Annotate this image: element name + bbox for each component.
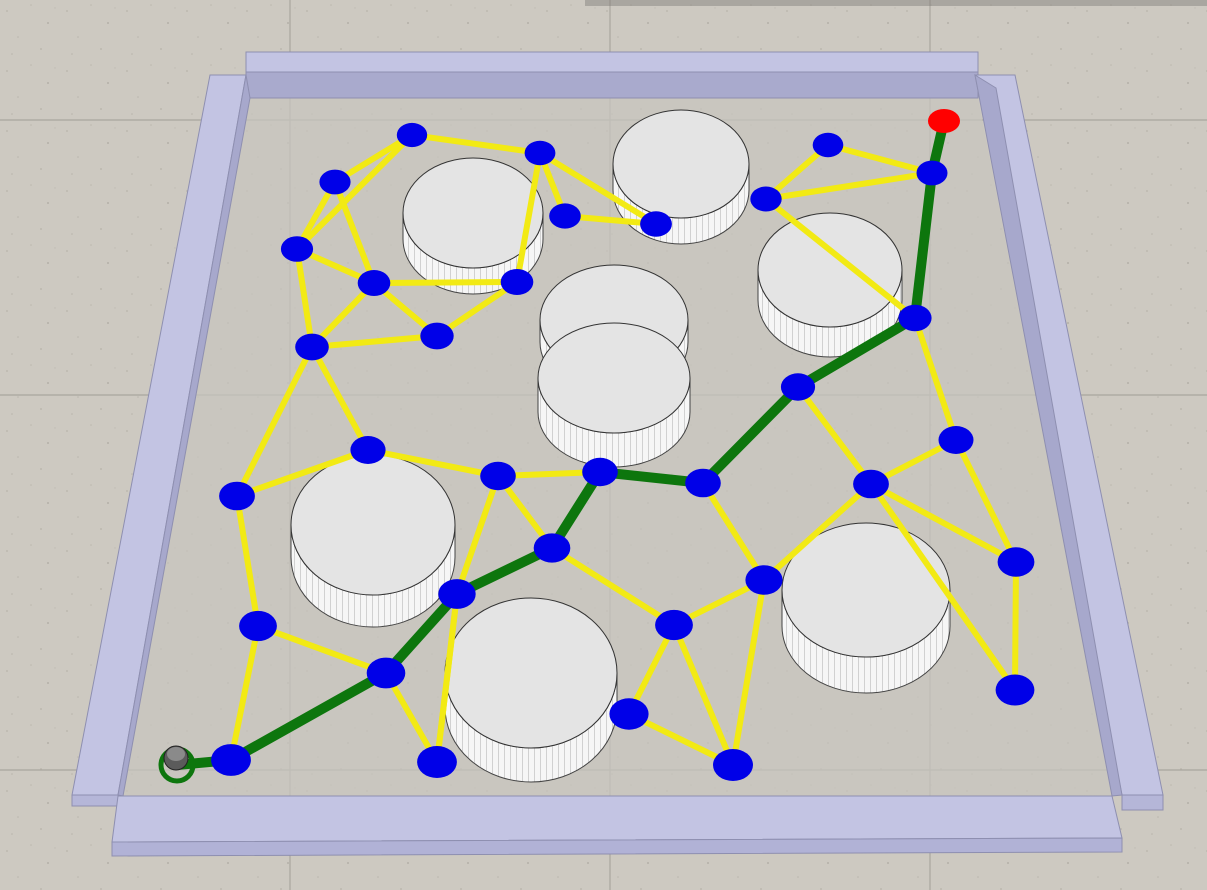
roadmap-node xyxy=(366,657,406,689)
roadmap-edge xyxy=(383,670,440,765)
roadmap-node xyxy=(524,140,556,166)
roadmap-node xyxy=(533,533,571,563)
roadmap-edge xyxy=(868,481,1019,565)
roadmap-edge xyxy=(234,447,371,499)
roadmap-edge xyxy=(912,315,959,443)
roadmap-edge xyxy=(371,279,520,286)
roadmap-edge xyxy=(763,170,935,202)
roadmap-node xyxy=(916,160,948,186)
roadmap-node xyxy=(211,744,251,776)
roadmap-node xyxy=(549,203,581,229)
path-segment xyxy=(381,589,462,678)
roadmap-node xyxy=(685,468,721,498)
roadmap-node xyxy=(295,333,329,361)
roadmap-edge xyxy=(953,437,1019,565)
roadmap-node xyxy=(997,547,1035,577)
roadmap-nodes xyxy=(211,122,1035,781)
roadmap-edge xyxy=(514,150,543,285)
roadmap-edge xyxy=(549,545,677,628)
roadmap-node xyxy=(239,610,277,642)
roadmap-node xyxy=(500,269,534,295)
arena-walls xyxy=(71,51,1164,857)
roadmap-edge xyxy=(309,280,377,350)
roadmap-edge xyxy=(761,481,874,583)
roadmap-edge xyxy=(825,142,935,176)
roadmap-node xyxy=(780,373,816,401)
roadmap-node xyxy=(219,481,255,511)
roadmap-node xyxy=(420,322,454,350)
roadmap-node xyxy=(480,461,516,491)
roadmap-edge xyxy=(868,481,1018,693)
roadmap-edge xyxy=(454,473,501,597)
roadmap-edge xyxy=(294,246,315,350)
roadmap-node xyxy=(713,749,753,781)
roadmap-edge xyxy=(255,623,389,676)
roadmap-edge xyxy=(626,711,736,768)
roadmap-node xyxy=(280,236,314,262)
roadmap-node xyxy=(417,746,457,778)
top-shadow-strip xyxy=(585,0,1207,6)
obstacle-cylinder xyxy=(757,212,903,358)
roadmap-node xyxy=(995,674,1035,706)
roadmap-edge xyxy=(234,344,315,499)
roadmap-edge xyxy=(700,480,767,583)
roadmap-edge xyxy=(537,150,659,227)
roadmap-edge xyxy=(671,622,736,768)
roadmap-edge xyxy=(332,179,377,286)
obstacle-cylinder xyxy=(537,322,691,468)
path-segment xyxy=(226,668,391,765)
roadmap-edge xyxy=(309,344,371,453)
path-segment xyxy=(698,382,803,488)
obstacles-layer xyxy=(290,109,951,783)
roadmap-node xyxy=(745,565,783,595)
obstacle-cylinder xyxy=(444,597,618,783)
roadmap-edge xyxy=(234,493,261,629)
roadmap-edge xyxy=(626,622,677,717)
roadmap-node xyxy=(655,609,693,641)
roadmap-edges xyxy=(228,132,1019,768)
roadmap-node xyxy=(898,304,932,332)
path-segment xyxy=(793,313,920,392)
roadmap-node xyxy=(582,457,618,487)
path-segment xyxy=(910,168,937,323)
roadmap-node xyxy=(357,270,391,296)
roadmap-node xyxy=(812,132,844,158)
roadmap-edge xyxy=(763,196,918,321)
roadmap-node xyxy=(350,436,386,464)
roadmap-edge xyxy=(434,591,460,765)
roadmap-edge xyxy=(795,384,874,487)
roadmap-node xyxy=(938,426,974,454)
roadmap-node xyxy=(438,579,476,609)
roadmap-node xyxy=(750,186,782,212)
obstacle-cylinder xyxy=(781,522,951,694)
roadmap-node xyxy=(609,698,649,730)
roadmap-node xyxy=(640,211,672,237)
roadmap-edge xyxy=(228,623,261,763)
roadmap-node xyxy=(853,469,889,499)
roadmap-edge xyxy=(365,447,501,479)
goal-marker xyxy=(928,109,960,133)
roadmap-node xyxy=(396,122,428,148)
roadmap-edge xyxy=(332,132,415,185)
roadmap-node xyxy=(319,169,351,195)
robot xyxy=(158,745,196,784)
roadmap-edge xyxy=(730,577,767,768)
roadmap-edge xyxy=(1012,559,1019,693)
roadmap-edge xyxy=(434,279,520,339)
roadmap-edge xyxy=(409,132,543,156)
obstacle-cylinder xyxy=(290,454,456,628)
roadmap-edge xyxy=(294,132,415,252)
roadmap-edge xyxy=(309,333,440,350)
